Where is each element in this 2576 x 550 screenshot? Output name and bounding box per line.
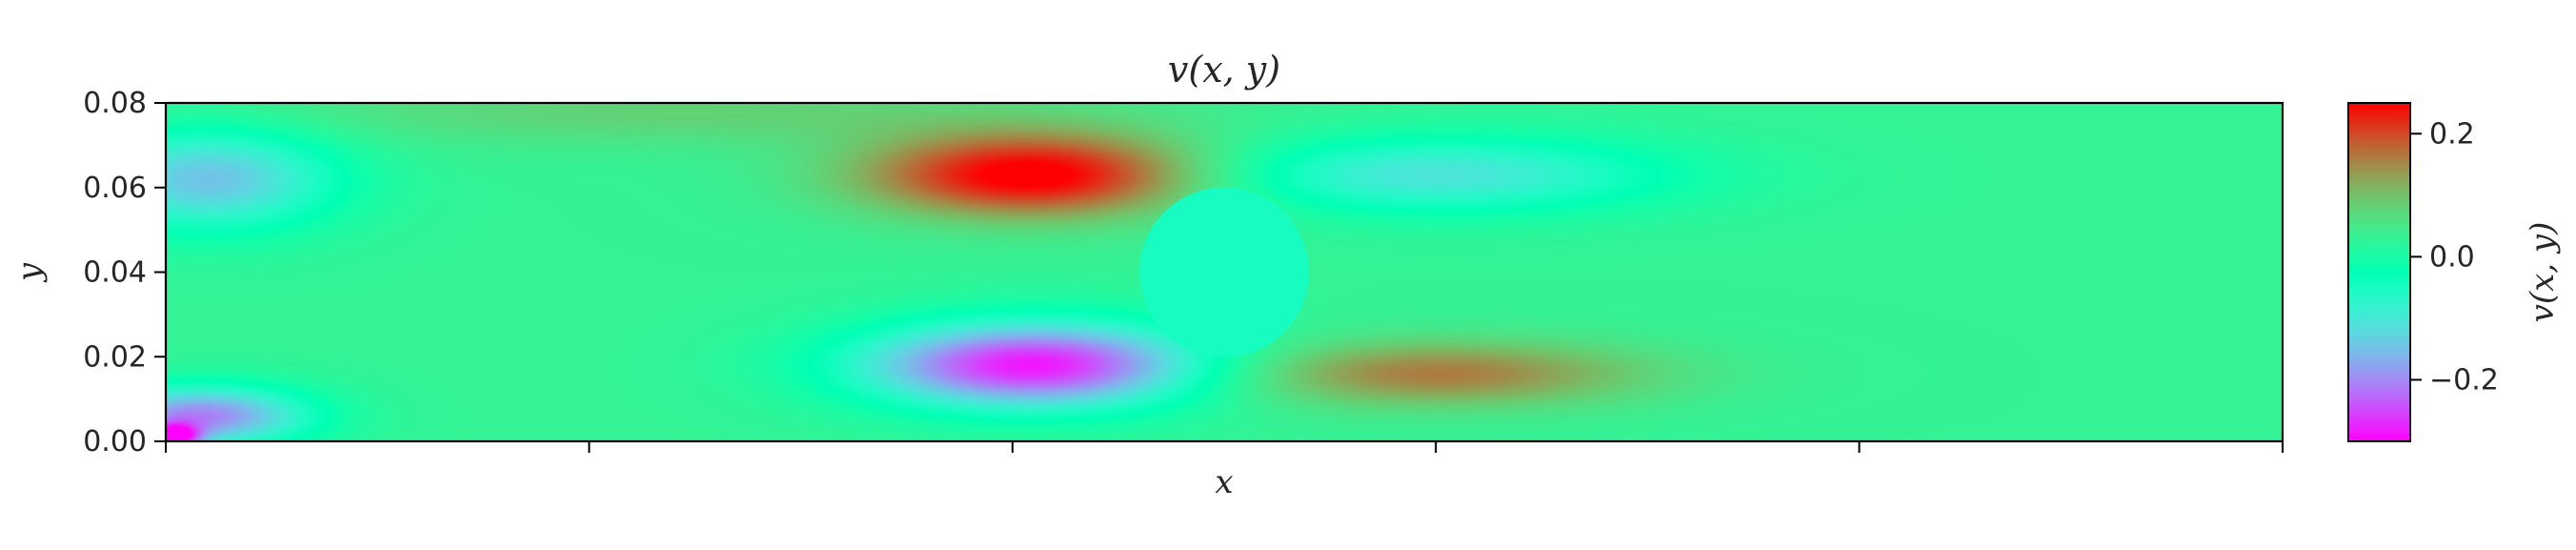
y-tick-label-1: 0.02 (83, 340, 147, 374)
y-axis-label: y (10, 262, 49, 283)
y-tick-label-0: 0.00 (83, 425, 147, 458)
plot-area (166, 103, 2283, 441)
x-axis-label: x (1215, 463, 1233, 501)
colorbar: −0.2 0.0 0.2 (2347, 102, 2499, 442)
chart-title: v(x, y) (1168, 49, 1280, 91)
y-tick-label-2: 0.04 (83, 256, 147, 290)
cylinder-obstacle (1139, 187, 1309, 357)
y-tick-label-3: 0.06 (83, 172, 147, 205)
x-axis-ticks (165, 441, 2284, 453)
colorbar-tick-label-1: 0.0 (2429, 240, 2475, 274)
y-axis-ticks: 0.00 0.02 0.04 0.06 0.08 (83, 87, 166, 458)
colorbar-gradient (2348, 103, 2410, 441)
colorbar-tick-label-0: −0.2 (2429, 363, 2499, 397)
colorbar-frame (2347, 102, 2411, 442)
colorbar-ticks: −0.2 0.0 0.2 (2410, 117, 2499, 397)
y-tick-label-4: 0.08 (83, 87, 147, 120)
colorbar-label: v(x, y) (2524, 222, 2562, 323)
colorbar-tick-label-2: 0.2 (2429, 117, 2475, 151)
